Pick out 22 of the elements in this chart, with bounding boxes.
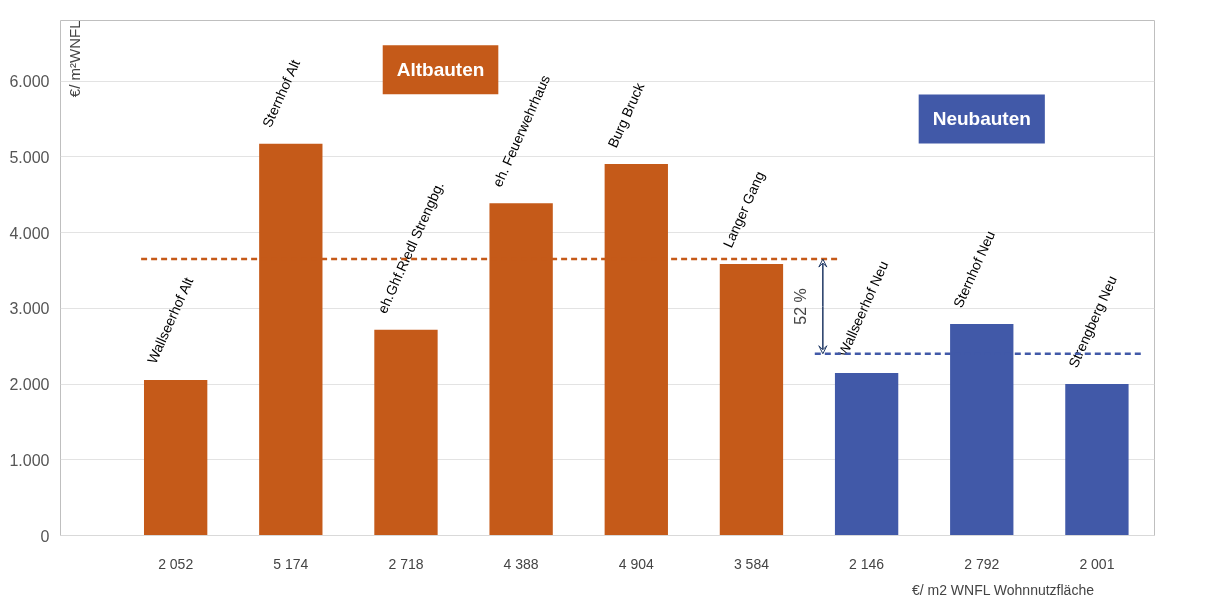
data-label: 4 904 [618, 555, 655, 572]
x-tick-label: Burg Bruck [604, 79, 648, 151]
y-tick-label: 4.000 [9, 224, 50, 242]
y-tick-label: 3.000 [9, 300, 50, 318]
y-tick-label: 0 [40, 527, 50, 545]
data-label: 2 001 [1079, 555, 1115, 572]
data-label: 2 792 [964, 555, 1000, 572]
annotation: Neubauten [932, 108, 1031, 130]
data-label: 3 584 [733, 555, 770, 572]
y-tick-label: 5.000 [9, 148, 50, 166]
y-tick-label: 6.000 [9, 73, 50, 91]
data-label: 4 388 [503, 555, 539, 572]
annotation: Altbauten [396, 59, 485, 81]
annotation: 52 % [792, 288, 810, 325]
y-tick-label: 1.000 [9, 451, 50, 469]
data-label: 5 174 [273, 555, 309, 572]
data-label: 2 718 [388, 555, 424, 572]
y-axis-title: €/ m²WNFL [66, 20, 84, 98]
data-label: 2 146 [849, 555, 885, 572]
x-axis-title: €/ m2 WNFL Wohnnutzfläche [911, 581, 1095, 598]
y-tick-label: 2.000 [9, 376, 50, 394]
data-label: 2 052 [158, 555, 194, 572]
